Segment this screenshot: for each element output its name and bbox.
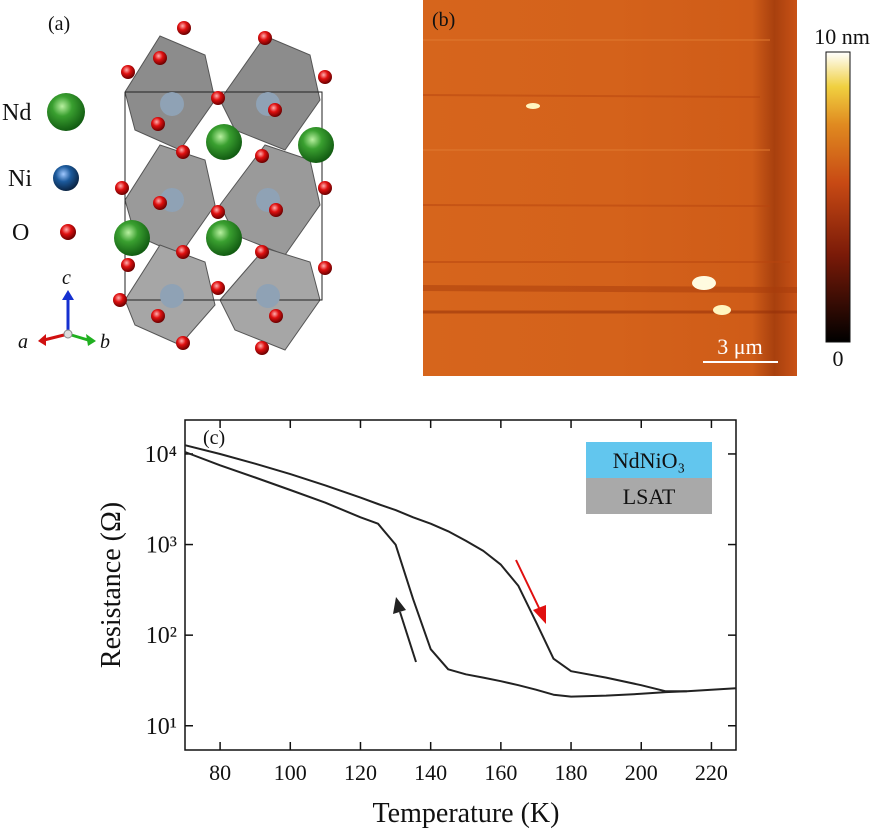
y-tick-label: 10² (146, 623, 177, 649)
x-axis-label: Temperature (K) (373, 798, 560, 829)
legend-label: Nd (2, 100, 31, 126)
afm-image (422, 0, 798, 376)
atom-icon (53, 165, 79, 191)
atom-icon (60, 224, 76, 240)
y-tick-label: 10¹ (146, 714, 177, 740)
x-tick-label: 180 (555, 760, 588, 785)
axis-label: c (62, 267, 71, 289)
arrow (393, 597, 417, 663)
layer-label: LSAT (623, 484, 676, 509)
data-line (184, 444, 687, 693)
axis-label: b (100, 331, 110, 353)
panel-label: (a) (48, 13, 70, 35)
colorbar (825, 51, 851, 343)
panel-label: (b) (432, 9, 455, 31)
colorbar-label: 10 nm (814, 24, 870, 49)
atom-icon (47, 93, 85, 131)
x-tick-label: 160 (484, 760, 517, 785)
panel-label: (c) (203, 427, 225, 449)
x-tick-label: 200 (625, 760, 658, 785)
y-axis-label: Resistance (Ω) (96, 502, 127, 668)
scale-bar-label: 3 μm (717, 334, 762, 359)
x-tick-label: 120 (344, 760, 377, 785)
arrow (515, 559, 546, 624)
axis-label: a (18, 331, 28, 353)
x-tick-label: 80 (209, 760, 231, 785)
y-tick-label: 10³ (146, 533, 177, 559)
x-tick-label: 220 (695, 760, 728, 785)
legend-label: O (12, 220, 29, 246)
colorbar-label: 0 (833, 346, 844, 371)
layer-box (586, 478, 712, 514)
legend-label: Ni (8, 166, 32, 192)
crystal-structure (113, 21, 334, 355)
layer-box (586, 442, 712, 478)
data-line (184, 451, 737, 698)
layer-label: NdNiO₃ (613, 448, 685, 473)
x-tick-label: 100 (274, 760, 307, 785)
x-tick-label: 140 (414, 760, 447, 785)
plot-frame (184, 419, 737, 751)
axes-triad (38, 290, 96, 346)
y-tick-label: 10⁴ (145, 442, 177, 468)
